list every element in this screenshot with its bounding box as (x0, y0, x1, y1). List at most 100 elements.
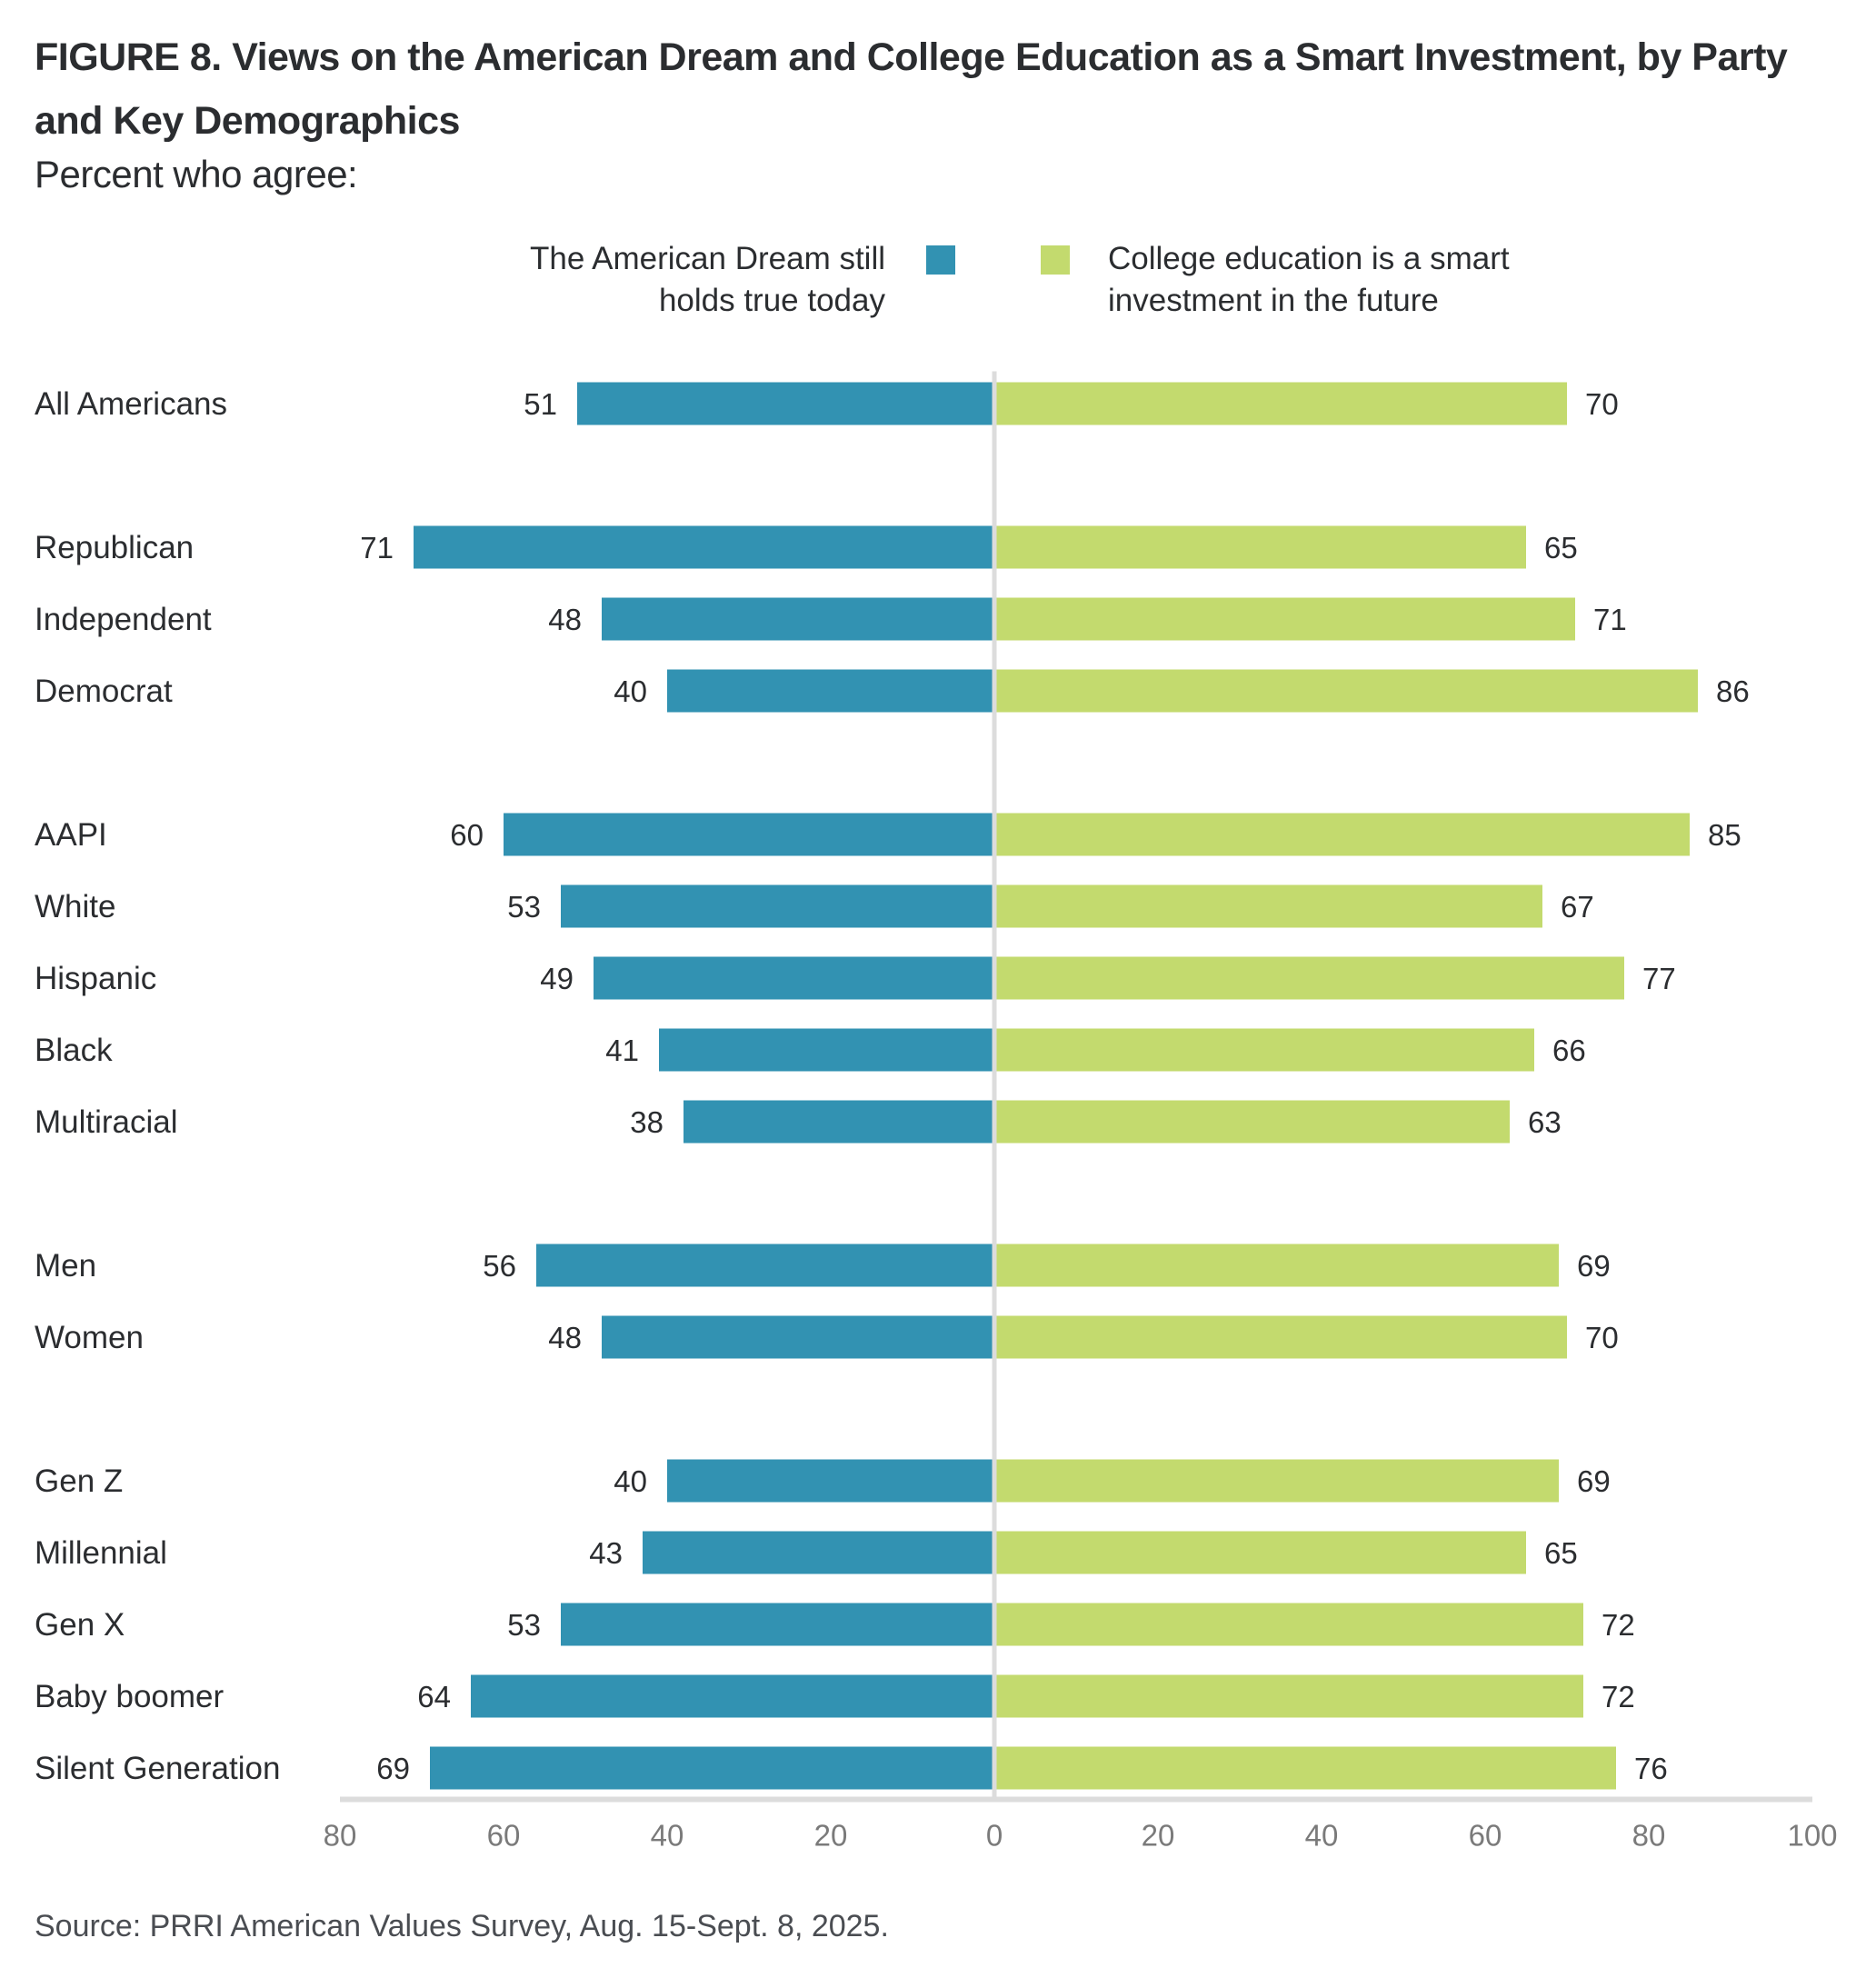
bar-college-education (994, 1531, 1526, 1574)
data-label-college-education: 69 (1577, 1464, 1611, 1498)
bar-college-education (994, 956, 1624, 1000)
data-label-college-education: 67 (1561, 890, 1594, 924)
x-tick-label: 60 (1469, 1819, 1502, 1853)
category-label: Women (35, 1320, 144, 1355)
bar-american-dream (602, 1315, 994, 1359)
data-label-american-dream: 41 (605, 1034, 639, 1067)
bar-college-education (994, 1244, 1559, 1287)
data-label-college-education: 71 (1593, 603, 1627, 636)
bar-college-education (994, 1315, 1567, 1359)
bar-american-dream (594, 956, 994, 1000)
legend-item-college-education: College education is a smart investment … (1108, 238, 1510, 322)
x-tick-label: 100 (1787, 1819, 1837, 1853)
bar-american-dream (561, 1603, 994, 1646)
legend-label-line: investment in the future (1108, 283, 1439, 318)
legend-label-line: College education is a smart (1108, 241, 1510, 276)
bar-american-dream (667, 1459, 994, 1503)
category-label: Silent Generation (35, 1751, 280, 1786)
category-label: Republican (35, 530, 194, 565)
x-tick-label: 80 (324, 1819, 357, 1853)
data-label-american-dream: 43 (589, 1536, 623, 1570)
category-label: AAPI (35, 817, 107, 853)
category-label: Black (35, 1033, 113, 1068)
bar-american-dream (643, 1531, 994, 1574)
data-label-american-dream: 40 (614, 1464, 647, 1498)
legend-label-line: holds true today (658, 283, 885, 318)
legend-label-line: The American Dream still (530, 241, 885, 276)
category-label: Millennial (35, 1535, 167, 1571)
x-tick-label: 80 (1632, 1819, 1666, 1853)
category-label: Baby boomer (35, 1679, 225, 1714)
chart-title: FIGURE 8. Views on the American Dream an… (35, 35, 1788, 143)
category-label: Democrat (35, 674, 173, 709)
category-label: Multiracial (35, 1104, 178, 1140)
bar-american-dream (684, 1100, 994, 1144)
data-label-college-education: 76 (1634, 1752, 1668, 1785)
data-label-college-education: 70 (1585, 387, 1619, 421)
category-label: All Americans (35, 386, 227, 422)
data-label-college-education: 86 (1716, 674, 1750, 708)
bar-college-education (994, 1100, 1510, 1144)
data-label-college-education: 70 (1585, 1321, 1619, 1354)
data-label-college-education: 77 (1642, 962, 1676, 995)
data-label-american-dream: 60 (450, 818, 484, 852)
legend-swatch-college (1041, 245, 1070, 275)
source-note: Source: PRRI American Values Survey, Aug… (35, 1909, 889, 1943)
bar-american-dream (561, 884, 994, 928)
category-label: Hispanic (35, 961, 156, 996)
data-label-american-dream: 48 (548, 603, 582, 636)
category-label: Gen Z (35, 1464, 123, 1499)
bar-college-education (994, 382, 1567, 425)
data-label-college-education: 63 (1528, 1105, 1562, 1139)
data-label-college-education: 72 (1602, 1608, 1635, 1642)
data-label-american-dream: 51 (524, 387, 557, 421)
bar-american-dream (667, 669, 994, 713)
legend-item-american-dream: The American Dream still holds true toda… (530, 238, 885, 322)
bar-college-education (994, 813, 1690, 856)
bar-american-dream (471, 1674, 994, 1718)
bar-college-education (994, 884, 1542, 928)
x-tick-label: 40 (1305, 1819, 1339, 1853)
category-label: Men (35, 1248, 96, 1284)
chart-subtitle: Percent who agree: (35, 153, 358, 195)
data-label-american-dream: 38 (630, 1105, 664, 1139)
category-label: White (35, 889, 115, 924)
bar-american-dream (577, 382, 994, 425)
x-tick-label: 20 (814, 1819, 848, 1853)
bar-american-dream (659, 1028, 994, 1072)
data-label-american-dream: 53 (507, 890, 541, 924)
bar-college-education (994, 1459, 1559, 1503)
data-label-american-dream: 56 (483, 1249, 516, 1283)
data-label-college-education: 65 (1544, 531, 1578, 564)
bar-college-education (994, 1674, 1583, 1718)
x-tick-label: 60 (487, 1819, 521, 1853)
data-label-college-education: 72 (1602, 1680, 1635, 1713)
data-label-american-dream: 69 (376, 1752, 410, 1785)
data-label-american-dream: 71 (360, 531, 394, 564)
x-tick-label: 20 (1142, 1819, 1175, 1853)
bar-college-education (994, 669, 1698, 713)
bar-american-dream (602, 597, 994, 641)
bar-college-education (994, 1746, 1616, 1790)
bar-college-education (994, 525, 1526, 569)
x-tick-label: 40 (651, 1819, 684, 1853)
data-label-american-dream: 49 (540, 962, 574, 995)
data-label-american-dream: 53 (507, 1608, 541, 1642)
bar-college-education (994, 597, 1575, 641)
data-label-college-education: 66 (1552, 1034, 1586, 1067)
category-label: Independent (35, 602, 212, 637)
data-label-college-education: 69 (1577, 1249, 1611, 1283)
category-label: Gen X (35, 1607, 125, 1643)
bar-college-education (994, 1028, 1534, 1072)
data-label-american-dream: 40 (614, 674, 647, 708)
bar-college-education (994, 1603, 1583, 1646)
bar-american-dream (504, 813, 994, 856)
data-label-college-education: 65 (1544, 1536, 1578, 1570)
bar-american-dream (414, 525, 994, 569)
data-label-american-dream: 48 (548, 1321, 582, 1354)
x-tick-label: 0 (986, 1819, 1003, 1853)
data-label-college-education: 85 (1708, 818, 1741, 852)
data-label-american-dream: 64 (417, 1680, 451, 1713)
bar-american-dream (536, 1244, 994, 1287)
